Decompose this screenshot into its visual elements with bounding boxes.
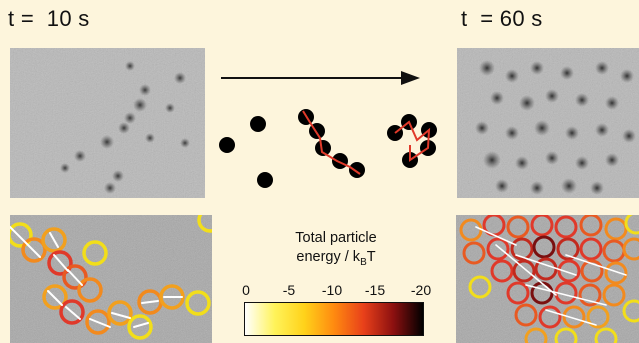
compact-cluster-particles	[387, 114, 437, 168]
time-label-left: t = 10 s	[8, 6, 90, 31]
colorbar-tick-1: -5	[282, 282, 296, 298]
annotated-micrograph-bottom-right	[456, 215, 639, 343]
micrograph-top-right	[457, 48, 639, 198]
colorbar-tick-2: -10	[321, 282, 343, 298]
colorbar-title-line2: energy / kBT	[296, 249, 376, 268]
time-arrow	[221, 71, 420, 85]
colorbar-title: Total particle energy / kBT	[232, 229, 440, 272]
chain-particles	[298, 109, 365, 178]
colorbar-title-line1: Total particle	[295, 230, 377, 246]
colorbar-tick-3: -15	[364, 282, 386, 298]
annotated-micrograph-bottom-left	[10, 215, 212, 343]
time-label-right: t = 60 s	[461, 6, 543, 31]
micrograph-top-left	[10, 48, 205, 198]
energy-colorbar	[244, 302, 424, 336]
colorbar-tick-4: -20	[410, 282, 432, 298]
isolated-particles	[219, 116, 273, 188]
cluster-schematic	[219, 109, 437, 188]
colorbar-tick-0: 0	[242, 282, 250, 298]
